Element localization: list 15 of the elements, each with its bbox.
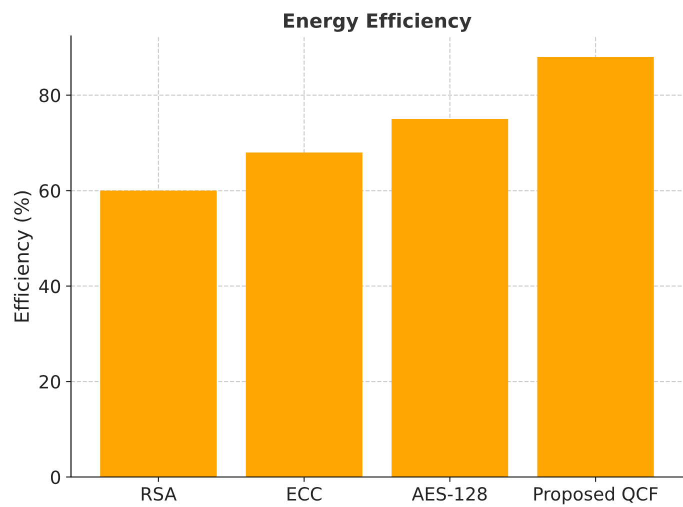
y-axis-title: Efficiency (%) xyxy=(14,191,33,322)
x-tick-label: ECC xyxy=(288,487,322,501)
x-tick-label: AES-128 xyxy=(412,487,487,501)
y-tick-label: 40 xyxy=(39,280,60,294)
y-tick-label: 80 xyxy=(40,88,60,102)
bar xyxy=(246,152,362,477)
bar xyxy=(100,190,217,477)
bar xyxy=(392,119,508,477)
x-tick-label: Proposed QCF xyxy=(534,486,658,504)
bar xyxy=(537,57,654,477)
chart-title: Energy Efficiency xyxy=(284,12,472,32)
x-tick-label: RSA xyxy=(142,487,177,501)
y-tick-label: 20 xyxy=(40,375,60,389)
y-tick-label: 60 xyxy=(40,184,60,198)
y-tick-label: 0 xyxy=(50,470,60,484)
